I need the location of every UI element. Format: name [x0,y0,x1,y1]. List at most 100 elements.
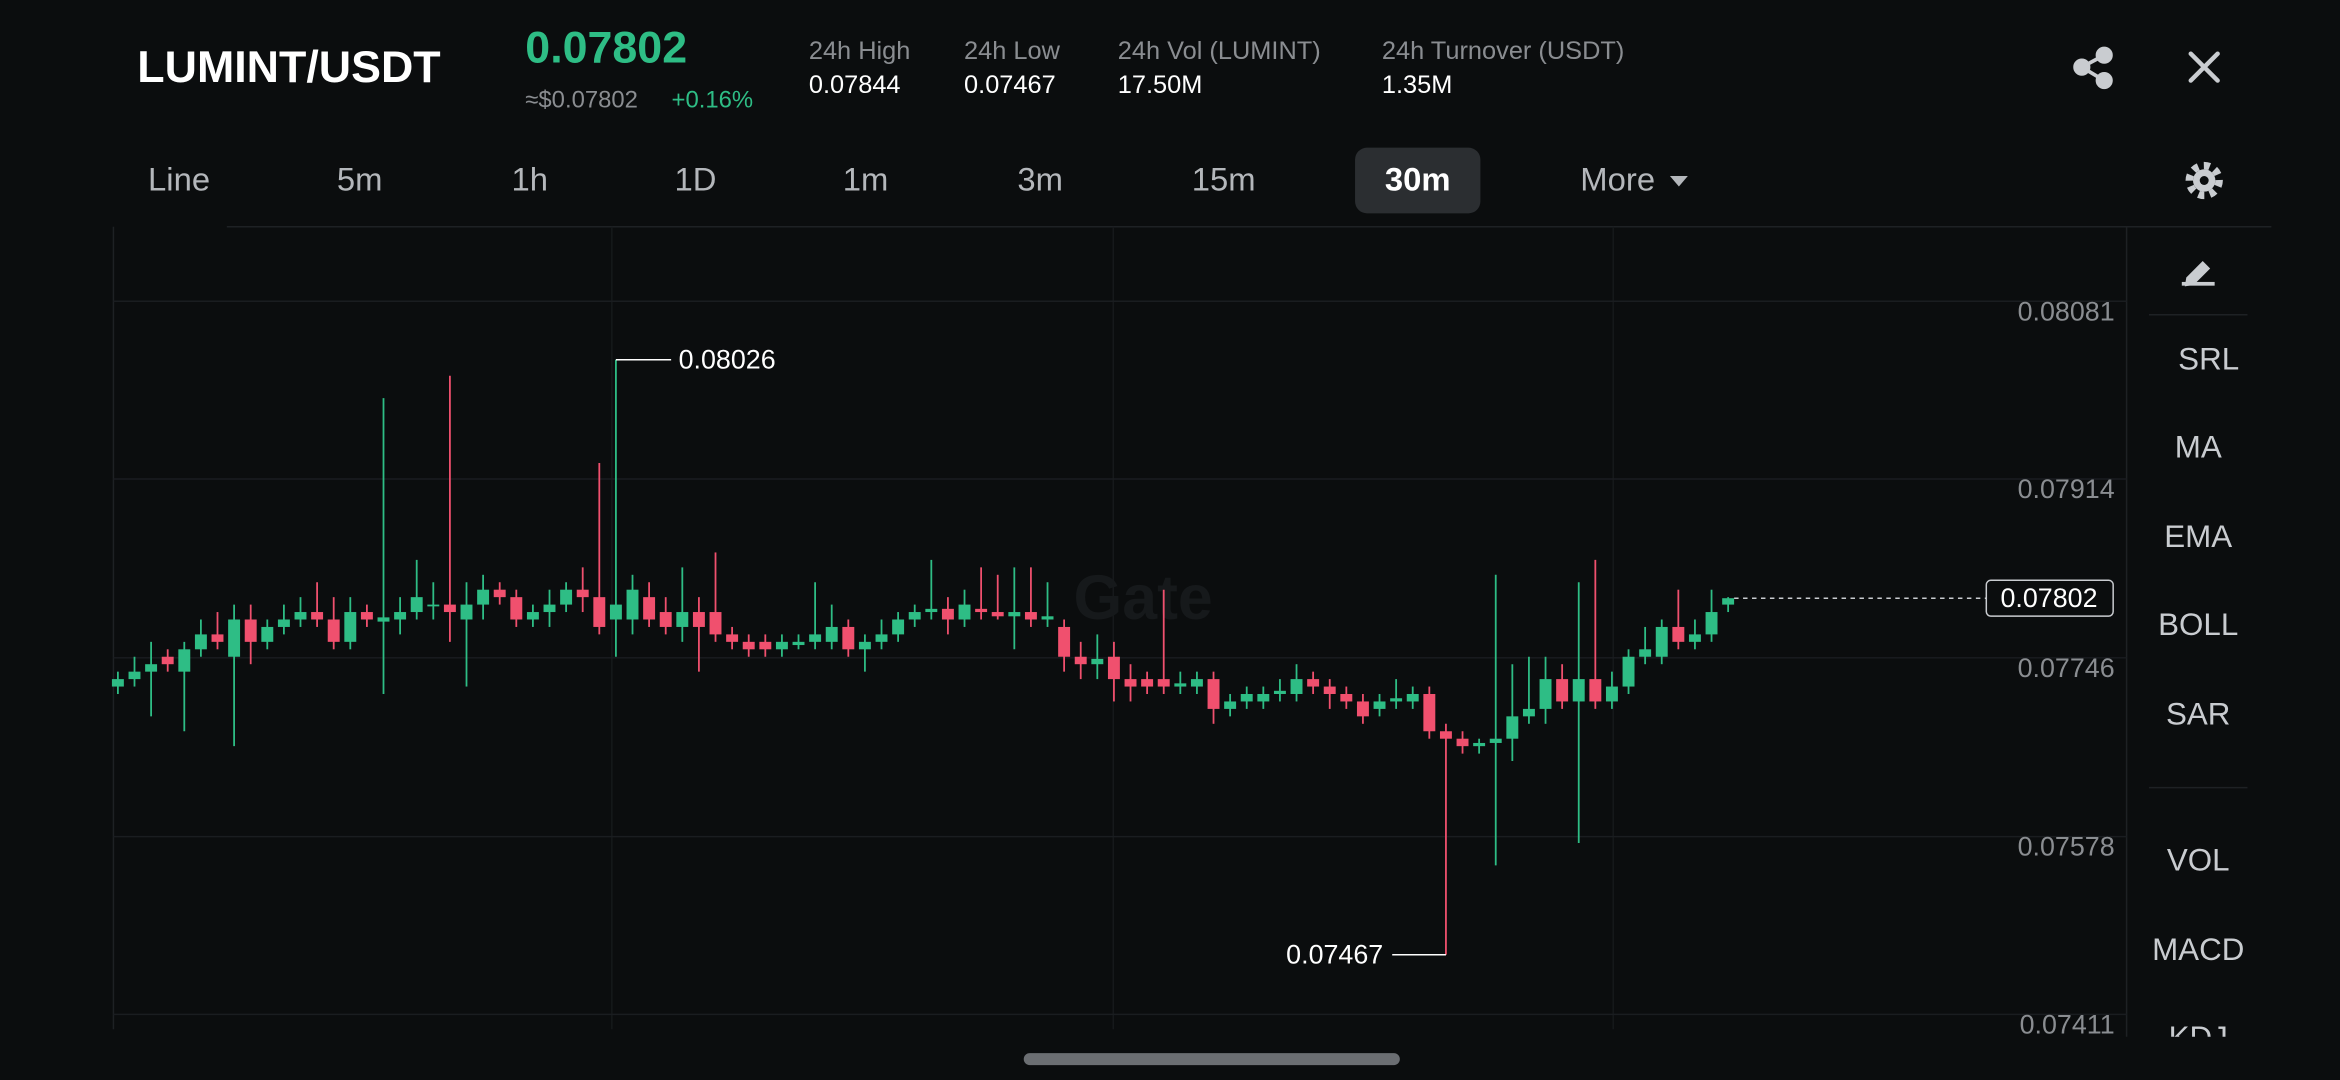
candle-body [327,619,340,642]
close-button[interactable] [2188,51,2220,83]
candle [1406,686,1419,709]
candle-body [1539,679,1552,709]
indicator-button[interactable]: EMA [2164,519,2232,554]
candle-body [427,604,440,607]
stat-label: 24h High [809,37,911,65]
candle-body [1589,679,1602,702]
tab-label: 1m [843,161,889,198]
high-label: 0.08026 [679,344,776,374]
interval-tab[interactable]: 1D [674,161,716,198]
interval-tab[interactable]: 30m [1355,147,1481,214]
candle [493,582,506,605]
candle [991,574,1004,620]
candle [394,597,407,635]
candle [194,619,207,657]
indicator-button[interactable]: SRL [2178,341,2239,376]
candle-body [792,641,805,646]
candle-body [1074,656,1087,665]
stat-label: 24h Turnover (USDT) [1382,37,1624,65]
candle-body [626,589,639,620]
y-tick-label: 0.07578 [2018,832,2115,862]
candle [560,582,573,613]
share-button[interactable] [2073,46,2113,90]
candle [1722,597,1735,613]
stat-value: 0.07467 [964,71,1056,99]
candle-body [1439,731,1452,739]
candle-body [1257,694,1270,702]
indicator-button[interactable]: MA [2175,429,2222,464]
candle [1174,671,1187,695]
interval-tab[interactable]: 15m [1192,161,1256,198]
candle [1207,671,1220,724]
candle [427,582,440,620]
stat-value: 0.07844 [809,71,901,99]
y-tick-label: 0.08081 [2018,296,2115,326]
candle [277,604,290,635]
stat-label: 24h Vol (LUMINT) [1118,37,1321,65]
interval-tab[interactable]: 1h [512,161,549,198]
candle-body [111,679,124,687]
candle [1091,634,1104,680]
low-label: 0.07467 [1286,939,1383,969]
candle-body [311,612,324,620]
candle-body [659,612,672,627]
indicator-panel: SRL MA EMA BOLL SAR VOL MACD KDJ [2152,341,2244,1055]
candle-body [1506,716,1519,739]
y-tick-label: 0.07411 [2020,1009,2115,1039]
interval-tab[interactable]: More [1580,161,1688,198]
candle [626,574,639,635]
candle-body [1572,679,1585,702]
candle-body [1190,679,1203,687]
interval-tab[interactable]: Line [148,161,210,198]
interval-tab[interactable]: 3m [1017,161,1063,198]
candle-body [344,612,357,642]
tab-highlight [1355,147,1481,214]
interval-tab[interactable]: 5m [337,161,383,198]
candle [228,604,241,747]
stats: 24h High 0.07844 24h Low 0.07467 24h Vol (LU… [809,37,1625,99]
candlestick-chart: 0.08081 0.07914 0.07746 0.07578 0.07411 0.080… [111,296,2127,1039]
candle [1224,694,1237,717]
settings-button[interactable] [2185,161,2223,200]
candle [1589,559,1602,709]
candle [925,559,938,620]
tab-label: 1h [512,161,549,198]
usd-price: ≈$0.07802 [525,87,638,114]
stat-label: 24h Low [964,37,1061,65]
candle-body [676,612,689,627]
candle-body [1273,690,1286,695]
candle-body [809,634,822,642]
candle-body [128,671,141,680]
candle [975,567,988,620]
candle [609,359,622,657]
candle [443,375,456,642]
candle-body [377,617,390,622]
indicator-button[interactable]: VOL [2167,842,2230,877]
candle [1340,686,1353,709]
candle [1157,589,1170,695]
indicator-button[interactable]: KDJ [2169,1020,2228,1055]
candle [460,582,473,687]
candle [1705,589,1718,642]
candle-body [643,597,656,620]
candle-body [161,656,174,665]
indicator-button[interactable]: BOLL [2158,607,2238,642]
candle-body [576,589,589,598]
candle-body [692,612,705,627]
indicator-button[interactable]: SAR [2166,696,2230,731]
tab-label: 15m [1192,161,1256,198]
indicator-button[interactable]: MACD [2152,932,2244,967]
dropdown-arrow [1669,176,1688,187]
draw-tool-button[interactable] [2181,261,2215,287]
candle-body [1489,738,1502,743]
candle-body [925,608,938,613]
candle [244,604,257,665]
candle [1489,574,1502,866]
candle [858,634,871,672]
interval-tab[interactable]: 1m [843,161,889,198]
candle-body [1390,698,1403,702]
candle [1456,731,1469,754]
candle [643,582,656,627]
